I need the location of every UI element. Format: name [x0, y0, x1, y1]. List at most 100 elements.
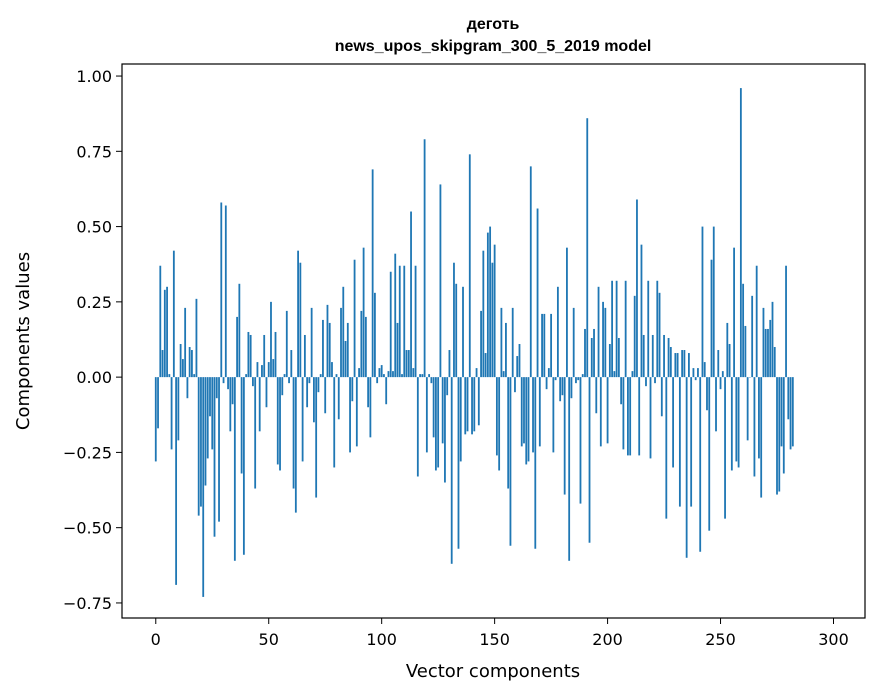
y-tick-label: 0.25	[76, 293, 112, 312]
bar	[416, 377, 419, 477]
bar	[335, 374, 338, 378]
bar	[505, 322, 507, 378]
bar	[473, 377, 476, 432]
bar	[773, 347, 776, 378]
bar	[315, 377, 318, 498]
bar	[484, 353, 487, 378]
bar	[252, 377, 254, 387]
bar	[197, 377, 200, 516]
bar	[163, 289, 166, 378]
bar	[683, 350, 686, 378]
bar	[414, 265, 417, 378]
bar	[703, 362, 706, 378]
bar	[306, 377, 309, 408]
bar	[667, 337, 670, 378]
bar	[220, 202, 223, 378]
bar	[511, 307, 514, 378]
bar	[636, 199, 638, 378]
bar	[188, 347, 191, 378]
bar	[263, 334, 266, 378]
bar	[242, 377, 245, 555]
bar	[297, 250, 299, 378]
bar	[568, 377, 571, 561]
bar	[495, 377, 498, 456]
bar	[342, 286, 345, 378]
bar	[389, 271, 392, 378]
bar	[310, 307, 313, 378]
chart-subtitle: news_upos_skipgram_300_5_2019 model	[335, 38, 652, 55]
bar	[288, 377, 290, 384]
bar	[642, 334, 645, 378]
bar	[570, 377, 573, 399]
bar	[328, 322, 331, 378]
bar	[261, 365, 263, 378]
bar	[412, 368, 415, 378]
bar	[227, 377, 229, 390]
bar	[654, 377, 656, 384]
x-tick-label: 200	[592, 630, 623, 649]
bar	[423, 139, 426, 378]
bar	[177, 377, 180, 441]
bar	[482, 250, 485, 378]
bar	[624, 280, 627, 378]
bar	[733, 247, 735, 378]
bar	[184, 307, 187, 378]
bar	[638, 377, 641, 456]
bar	[785, 265, 787, 378]
bar	[191, 350, 193, 378]
bar	[464, 377, 467, 435]
bar	[344, 341, 347, 378]
bar	[769, 319, 772, 378]
bar	[545, 377, 548, 390]
bar	[500, 307, 503, 378]
x-tick-label: 150	[479, 630, 510, 649]
plot-frame	[121, 63, 866, 619]
bar	[767, 328, 769, 378]
x-axis-ticks: 0 50 100 150 200 250 300	[151, 618, 849, 649]
bar	[324, 377, 327, 414]
bar	[699, 377, 702, 552]
bar	[527, 377, 530, 462]
bar	[166, 286, 168, 378]
bar	[457, 377, 460, 549]
bar	[215, 377, 218, 399]
bar	[468, 154, 471, 378]
bar	[647, 280, 650, 378]
bar	[439, 184, 442, 378]
bar	[746, 377, 749, 441]
bars	[154, 88, 794, 597]
bar	[403, 265, 406, 378]
y-tick-label: 0.75	[76, 142, 112, 161]
bar	[552, 377, 555, 453]
y-tick-label: 1.00	[76, 67, 112, 86]
bar	[525, 377, 528, 465]
bar	[279, 377, 281, 471]
bar	[245, 374, 248, 378]
bar	[755, 265, 758, 378]
bar	[369, 377, 372, 438]
bar	[669, 347, 672, 378]
bar	[782, 377, 785, 474]
bar	[715, 377, 717, 432]
bar	[489, 226, 492, 378]
bar	[285, 310, 288, 378]
bar	[380, 365, 383, 378]
bar	[441, 377, 444, 444]
bar	[617, 337, 620, 378]
bar	[640, 244, 643, 378]
bar	[645, 377, 647, 387]
bar	[358, 368, 360, 378]
bar	[364, 316, 367, 378]
bar	[708, 377, 711, 531]
x-tick-label: 100	[366, 630, 397, 649]
bar	[353, 259, 356, 378]
bar	[615, 280, 618, 378]
bar	[550, 313, 553, 378]
bar	[676, 353, 679, 378]
bar	[434, 377, 437, 471]
bar	[387, 371, 390, 378]
bar	[771, 301, 774, 378]
bar	[660, 377, 663, 417]
bar	[157, 377, 159, 429]
bar	[575, 377, 577, 384]
